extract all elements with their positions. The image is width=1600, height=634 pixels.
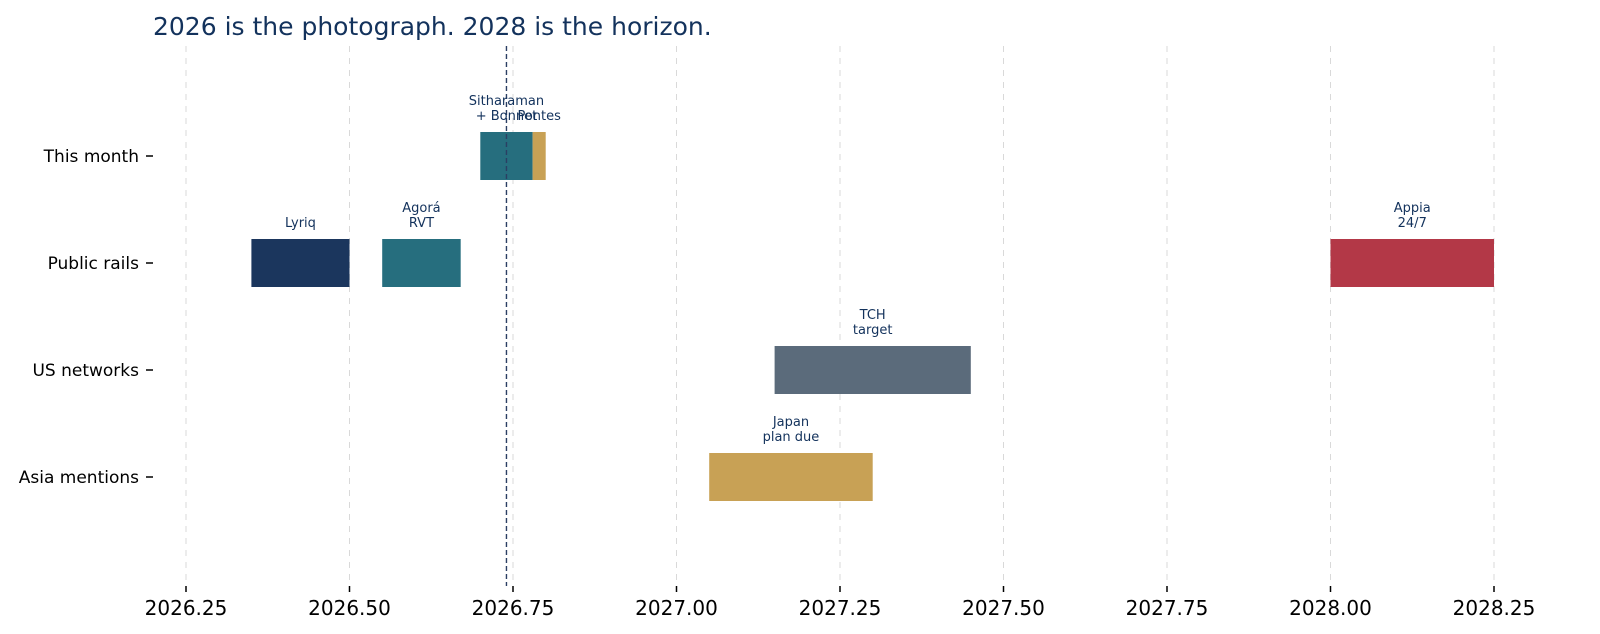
bar-label-line: TCH [859, 308, 886, 323]
x-tick-label: 2026.25 [145, 596, 228, 620]
x-tick-label: 2026.75 [472, 596, 555, 620]
y-category-label: Public rails [48, 254, 140, 274]
bar-label: Pontes [517, 109, 561, 124]
timeline-bar [251, 239, 350, 287]
bar-label-line: Agorá [402, 201, 440, 216]
bar-label: Lyriq [285, 216, 316, 231]
x-tick-label: 2027.75 [1126, 596, 1209, 620]
bar-label-line: Pontes [517, 109, 561, 124]
timeline-bar [774, 346, 971, 394]
y-category-label: This month [43, 147, 139, 167]
bar-label-line: Lyriq [285, 216, 316, 231]
y-category-label: US networks [32, 361, 139, 381]
y-category-label: Asia mentions [19, 468, 139, 488]
bar-label: Sitharaman + Bonnet [469, 94, 544, 124]
timeline-bar [480, 132, 533, 180]
timeline-bar [709, 453, 873, 501]
timeline-bar [382, 239, 461, 287]
bar-label: Appia 24/7 [1394, 201, 1431, 231]
axes-layer: 2026.25 2026.50 2026.75 2027.00 2027.25 2027.… [19, 147, 1536, 620]
bar-label-line: Appia [1394, 201, 1431, 216]
bar-label-line: + Bonnet [476, 109, 537, 124]
x-tick-label: 2028.25 [1453, 596, 1536, 620]
bar-label-line: plan due [763, 430, 820, 445]
timeline-bar [532, 132, 546, 180]
x-tick-label: 2027.00 [635, 596, 718, 620]
bar-label-line: RVT [409, 216, 434, 231]
bar-label: Agorá RVT [402, 201, 440, 231]
grid-layer [185, 46, 1495, 586]
bar-label: TCH target [853, 308, 893, 338]
x-tick-label: 2026.50 [308, 596, 391, 620]
bar-label-line: Sitharaman [469, 94, 544, 109]
bar-label: Japan plan due [763, 415, 820, 445]
x-tick-label: 2028.00 [1289, 596, 1372, 620]
x-tick-label: 2027.50 [962, 596, 1045, 620]
chart-title: 2026 is the photograph. 2028 is the hori… [153, 12, 712, 41]
bar-label-line: 24/7 [1398, 216, 1427, 231]
bars-layer [251, 132, 1494, 501]
x-tick-label: 2027.25 [799, 596, 882, 620]
bar-label-line: Japan [772, 415, 809, 430]
timeline-bar [1330, 239, 1494, 287]
bar-label-line: target [853, 323, 893, 338]
